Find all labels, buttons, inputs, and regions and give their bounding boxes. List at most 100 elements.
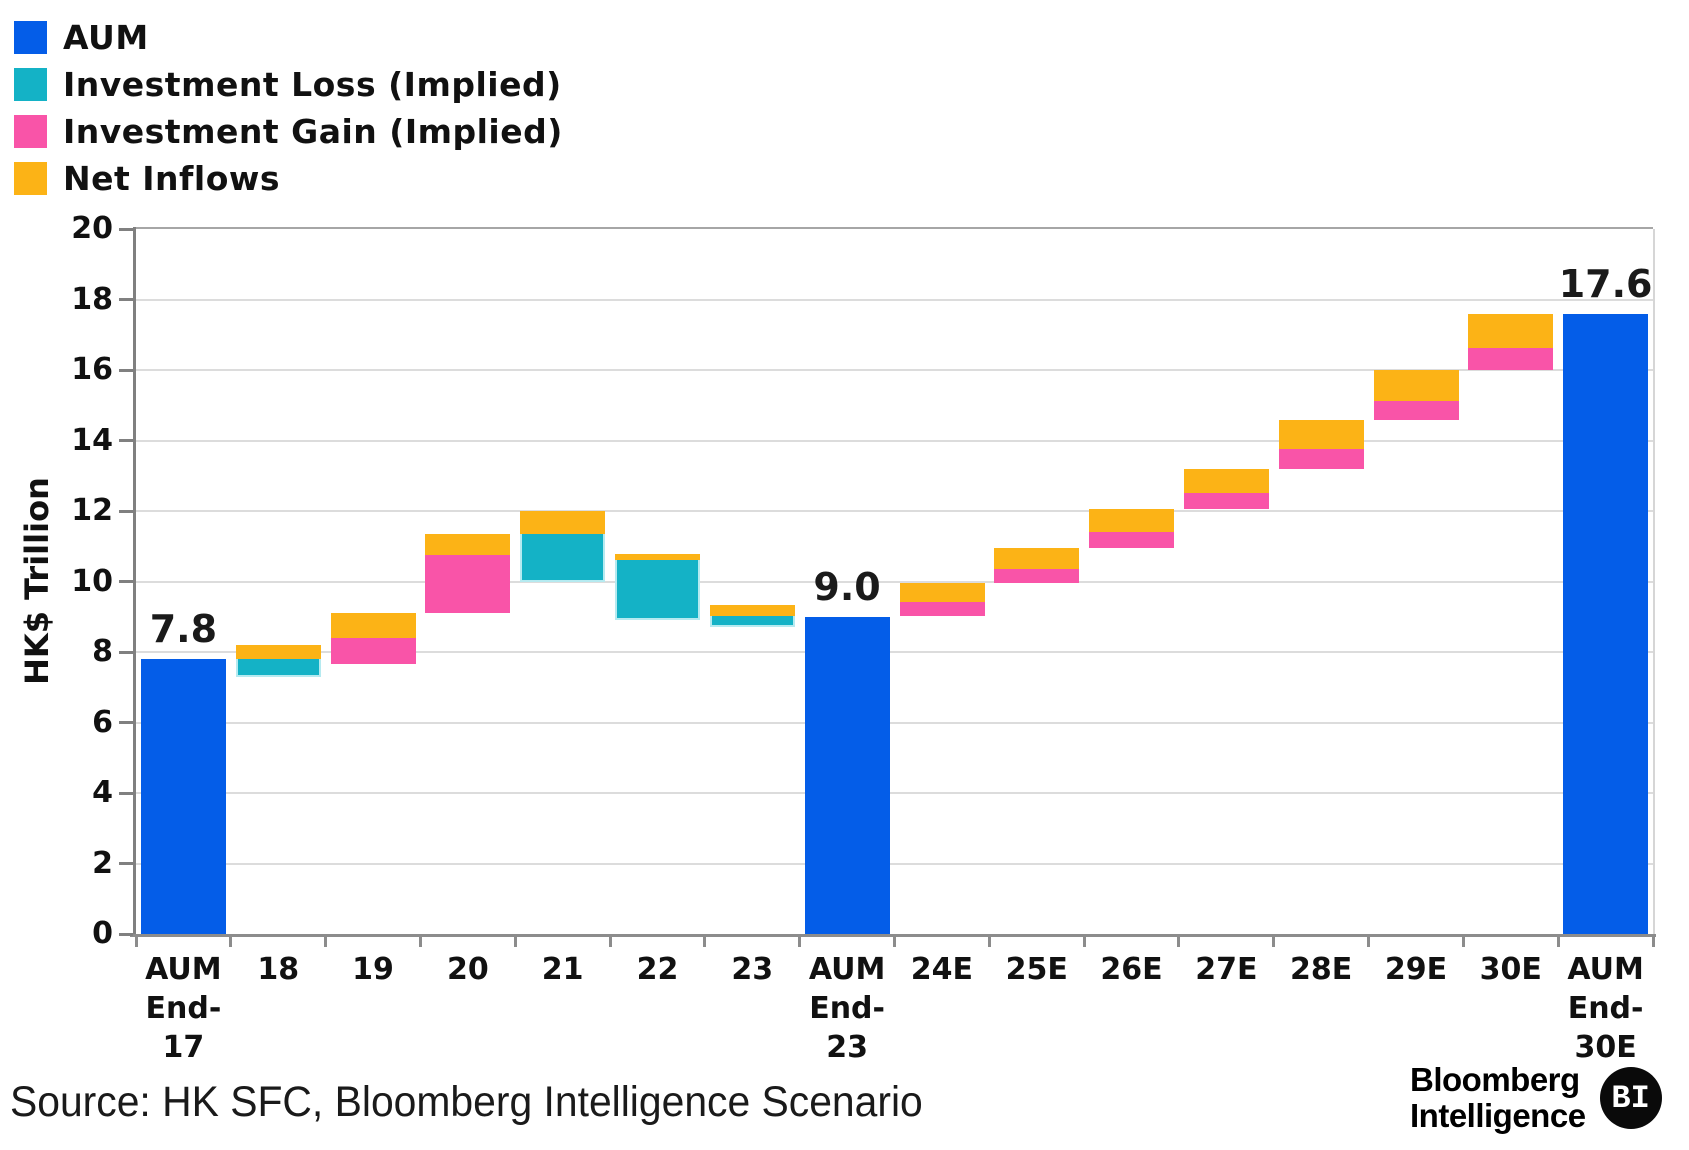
bar-column-24e: 24E: [895, 229, 990, 987]
x-label-5: 22: [636, 952, 679, 987]
x-tick-5: [608, 935, 612, 947]
bar-column-18: 18: [231, 229, 326, 987]
x-label-3: 20: [446, 952, 489, 987]
legend-swatch-0: [14, 21, 47, 54]
y-tick-8: [119, 650, 133, 654]
y-tick-label-10: 10: [71, 563, 113, 599]
legend-label-1: Investment Loss (Implied): [63, 65, 562, 104]
bar-segment-1-net: [1183, 469, 1269, 494]
gridline-4: [136, 792, 1653, 794]
gridline-8: [136, 651, 1653, 653]
bar-column-23: 23: [705, 229, 800, 987]
bar-segment-0-investment-gain: [1278, 448, 1364, 470]
value-annotation-17-6: 17.6: [1558, 261, 1653, 306]
legend-swatch-3: [14, 162, 47, 195]
x-tick-13: [1367, 935, 1371, 947]
y-tick-14: [119, 439, 133, 442]
bar-column-aum-end-30e: AUM End- 30E 17.6: [1558, 229, 1653, 1065]
y-tick-label-4: 4: [92, 775, 113, 810]
x-tick-10: [1082, 935, 1086, 947]
y-tick-4: [119, 791, 133, 795]
legend-item-2: Investment Gain (Implied): [14, 108, 563, 155]
x-label-6: 23: [731, 952, 774, 987]
bar-column-28e: 28E: [1274, 229, 1369, 987]
y-tick-20: [119, 227, 133, 231]
right-spine: [1653, 229, 1655, 934]
y-tick-label-0: 0: [92, 916, 113, 951]
x-label-2: 19: [352, 952, 394, 987]
legend-swatch-2: [14, 115, 47, 148]
bar-column-aum-end-17: AUM End- 17 7.8: [136, 229, 231, 1065]
y-tick-10: [119, 580, 133, 583]
gridline-6: [136, 721, 1653, 724]
x-tick-9: [987, 935, 991, 947]
y-tick-16: [119, 368, 133, 372]
legend-label-2: Investment Gain (Implied): [63, 112, 563, 151]
x-tick-14: [1461, 935, 1465, 947]
bar-segment-0-aum: [804, 616, 890, 934]
bar-segment-0-investment-gain: [1089, 531, 1175, 549]
bar-segment-0-investment-gain: [994, 569, 1080, 584]
bar-segment-0-investment-gain: [1468, 348, 1554, 370]
x-label-13: 29E: [1384, 952, 1448, 987]
x-tick-4: [513, 935, 517, 947]
bloomberg-intelligence-logo: Bloomberg Intelligence BI: [1410, 1062, 1662, 1134]
legend-label-0: AUM: [63, 18, 149, 57]
gridline-10: [136, 580, 1653, 583]
legend-item-3: Net Inflows: [14, 155, 563, 202]
bar-segment-0-investment-gain: [425, 555, 511, 614]
top-spine: [136, 227, 1653, 229]
legend-item-0: AUM: [14, 14, 563, 61]
y-tick-label-2: 2: [92, 845, 113, 881]
source-note: Source: HK SFC, Bloomberg Intelligence S…: [10, 1078, 923, 1126]
bar-segment-1-net: [235, 644, 321, 660]
bar-segment-0-investment-gain: [330, 637, 416, 665]
x-tick-2: [324, 935, 328, 947]
value-annotation-7-8: 7.8: [149, 607, 218, 652]
y-tick-12: [119, 509, 133, 513]
y-tick-label-12: 12: [71, 493, 113, 528]
gridline-14: [136, 439, 1653, 442]
bar-column-20: 20: [420, 229, 515, 987]
bar-segment-0-investment-loss: [235, 659, 321, 677]
bar-segment-0-aum: [1563, 313, 1649, 934]
legend-swatch-1: [14, 68, 47, 101]
bar-segment-1-net: [1373, 370, 1459, 402]
x-label-7: AUM End- 23: [808, 952, 886, 1065]
gridline-16: [136, 369, 1653, 371]
y-tick-2: [119, 862, 133, 865]
legend-item-1: Investment Loss (Implied): [14, 61, 563, 108]
x-label-15: AUM End- 30E: [1567, 952, 1644, 1065]
bar-segment-1-net: [1089, 509, 1175, 532]
x-label-10: 26E: [1100, 952, 1163, 987]
logo-line-2: Intelligence: [1410, 1097, 1586, 1134]
y-tick-18: [119, 298, 133, 301]
bar-segment-0-aum: [141, 659, 226, 934]
x-tick-3: [418, 935, 422, 947]
y-tick-0: [119, 932, 133, 936]
x-tick-12: [1272, 935, 1276, 947]
plot-area: 0 2 4 6 8 10 12 14 16 18 20 AUM End- 17 7.8 18 19 20 21 2…: [71, 213, 1656, 1065]
y-tick-label-6: 6: [92, 704, 113, 740]
bar-segment-0-investment-loss: [709, 616, 795, 628]
x-tick-15: [1556, 935, 1560, 947]
y-tick-label-18: 18: [71, 281, 113, 317]
x-label-0: AUM End- 17: [145, 952, 222, 1065]
bar-segment-1-net: [1468, 313, 1554, 349]
logo-wordmark: Bloomberg Intelligence: [1410, 1062, 1586, 1134]
x-label-9: 25E: [1005, 952, 1068, 987]
bar-segment-1-net: [899, 583, 985, 602]
bar-segment-0-investment-loss: [615, 560, 701, 621]
x-label-11: 27E: [1195, 952, 1258, 987]
logo-line-1: Bloomberg: [1410, 1061, 1580, 1098]
y-tick-6: [119, 721, 133, 724]
bar-segment-1-net: [330, 613, 416, 638]
bar-segment-1-net: [709, 605, 795, 617]
bar-segment-0-investment-gain: [1183, 493, 1269, 510]
y-tick-label-20: 20: [71, 211, 113, 246]
bar-segment-1-net: [994, 548, 1080, 570]
bar-column-26e: 26E: [1084, 229, 1179, 987]
value-annotation-9-0: 9.0: [813, 564, 881, 609]
legend-label-3: Net Inflows: [63, 159, 281, 198]
